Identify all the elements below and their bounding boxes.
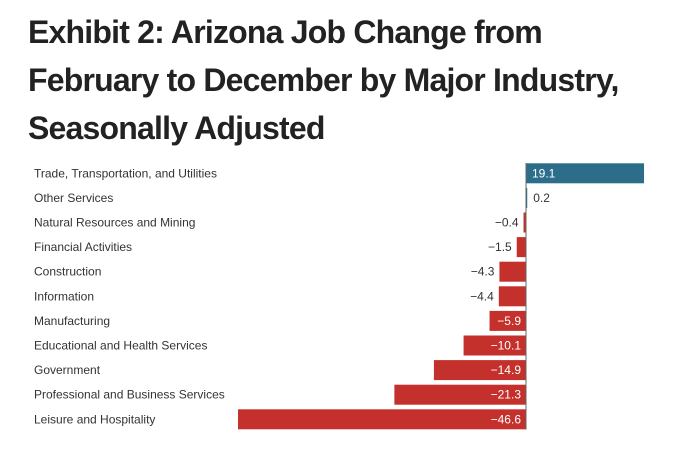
data-label: −10.1	[491, 339, 522, 353]
category-label: Natural Resources and Mining	[34, 216, 195, 230]
data-label: 19.1	[532, 166, 556, 180]
category-label: Other Services	[34, 191, 113, 205]
bar	[498, 286, 526, 307]
data-label: −4.3	[471, 265, 495, 279]
category-label: Information	[34, 289, 94, 303]
data-label: −4.4	[470, 289, 494, 303]
chart-title: Exhibit 2: Arizona Job Change from Febru…	[28, 14, 619, 146]
category-label: Professional and Business Services	[34, 388, 225, 402]
bar	[394, 384, 526, 405]
bar	[499, 261, 526, 282]
category-label: Trade, Transportation, and Utilities	[34, 166, 217, 180]
category-label: Educational and Health Services	[34, 339, 207, 353]
category-label: Construction	[34, 265, 101, 279]
data-label: −46.6	[491, 412, 522, 426]
category-label: Financial Activities	[34, 240, 132, 254]
data-label: −1.5	[488, 240, 512, 254]
data-label: −5.9	[497, 314, 521, 328]
data-label: −14.9	[491, 363, 522, 377]
bar	[489, 310, 526, 331]
bar	[526, 187, 528, 208]
bar	[516, 237, 526, 258]
bar	[238, 409, 526, 430]
category-label: Government	[34, 363, 101, 377]
bar	[526, 163, 645, 184]
bar	[463, 335, 526, 356]
category-label: Manufacturing	[34, 314, 110, 328]
data-label: −21.3	[491, 388, 522, 402]
data-label: −0.4	[495, 216, 519, 230]
data-label: 0.2	[533, 191, 550, 205]
bar	[523, 212, 526, 233]
bar	[433, 360, 526, 381]
category-label: Leisure and Hospitality	[34, 412, 155, 426]
